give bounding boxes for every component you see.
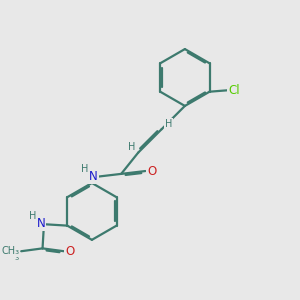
Text: N: N [37, 217, 46, 230]
Text: H: H [81, 164, 89, 174]
Text: CH₃: CH₃ [2, 246, 20, 256]
Text: O: O [65, 245, 74, 258]
Text: H: H [165, 119, 172, 129]
Text: N: N [89, 170, 98, 183]
Text: H: H [128, 142, 136, 152]
Text: H: H [29, 211, 36, 221]
Text: 3: 3 [14, 256, 18, 262]
Text: Cl: Cl [228, 84, 240, 97]
Text: CH: CH [4, 246, 18, 256]
Text: O: O [147, 164, 156, 178]
